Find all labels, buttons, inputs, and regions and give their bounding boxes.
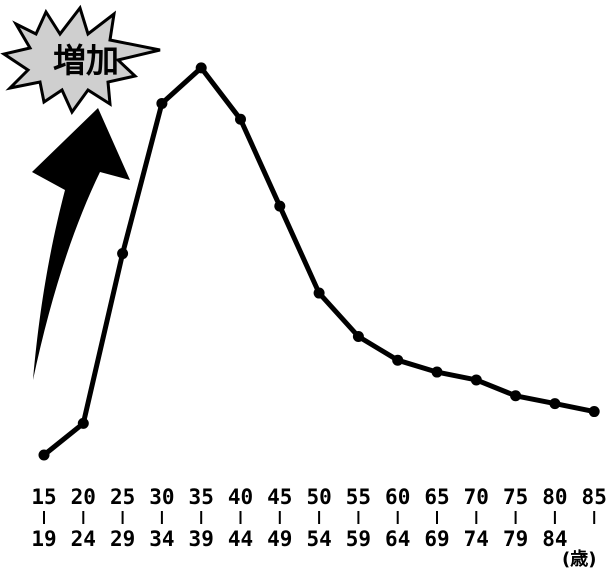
increase-label: 増加	[53, 41, 119, 80]
data-point	[392, 354, 404, 366]
tick-label-start: 85	[582, 485, 607, 509]
tick-label-start: 50	[306, 485, 331, 509]
tick-label-start: 25	[110, 485, 135, 509]
x-axis-unit: (歳)	[562, 549, 596, 570]
tick-label-start: 40	[228, 485, 253, 509]
data-point	[156, 97, 168, 109]
tick-label-start: 60	[385, 485, 410, 509]
tick-label-start: 35	[189, 485, 214, 509]
up-arrow-icon	[32, 108, 130, 380]
data-point	[274, 200, 286, 212]
tick-label-end: 29	[110, 527, 135, 551]
data-point	[549, 398, 561, 410]
data-point	[313, 287, 325, 299]
tick-label-start: 15	[31, 485, 56, 509]
x-axis-ticks: 15 19 20 24 25 29 30 34 35 39 40 44 45 49 50 54 55 59 60 64…	[31, 485, 606, 551]
tick-label-end: 49	[267, 527, 292, 551]
tick-label-end: 84	[542, 527, 567, 551]
data-points	[38, 62, 600, 461]
tick-label-end: 69	[424, 527, 449, 551]
tick-label-end: 79	[503, 527, 528, 551]
data-point	[352, 331, 364, 342]
tick-label-start: 80	[542, 485, 567, 509]
tick-label-end: 64	[385, 527, 410, 551]
data-point	[117, 248, 129, 260]
data-point	[470, 374, 482, 386]
data-point	[588, 406, 600, 418]
tick-label-end: 24	[71, 527, 96, 551]
tick-label-start: 30	[149, 485, 174, 509]
tick-label-end: 44	[228, 527, 253, 551]
data-point	[235, 113, 246, 125]
tick-label-start: 55	[346, 485, 371, 509]
tick-label-start: 45	[267, 485, 292, 509]
data-point	[431, 366, 443, 378]
tick-label-end: 74	[464, 527, 489, 551]
tick-label-end: 39	[189, 527, 214, 551]
tick-label-end: 59	[346, 527, 371, 551]
tick-label-end: 19	[31, 527, 56, 551]
tick-label-end: 54	[306, 527, 331, 551]
data-point	[510, 390, 522, 402]
tick-label-start: 65	[424, 485, 449, 509]
data-point	[195, 62, 207, 74]
data-point	[77, 417, 89, 429]
burst-icon	[0, 4, 161, 115]
data-point	[38, 449, 50, 461]
tick-label-start: 75	[503, 485, 528, 509]
tick-label-start: 20	[71, 485, 96, 509]
tick-label-end: 34	[149, 527, 174, 551]
tick-label-start: 70	[464, 485, 489, 509]
